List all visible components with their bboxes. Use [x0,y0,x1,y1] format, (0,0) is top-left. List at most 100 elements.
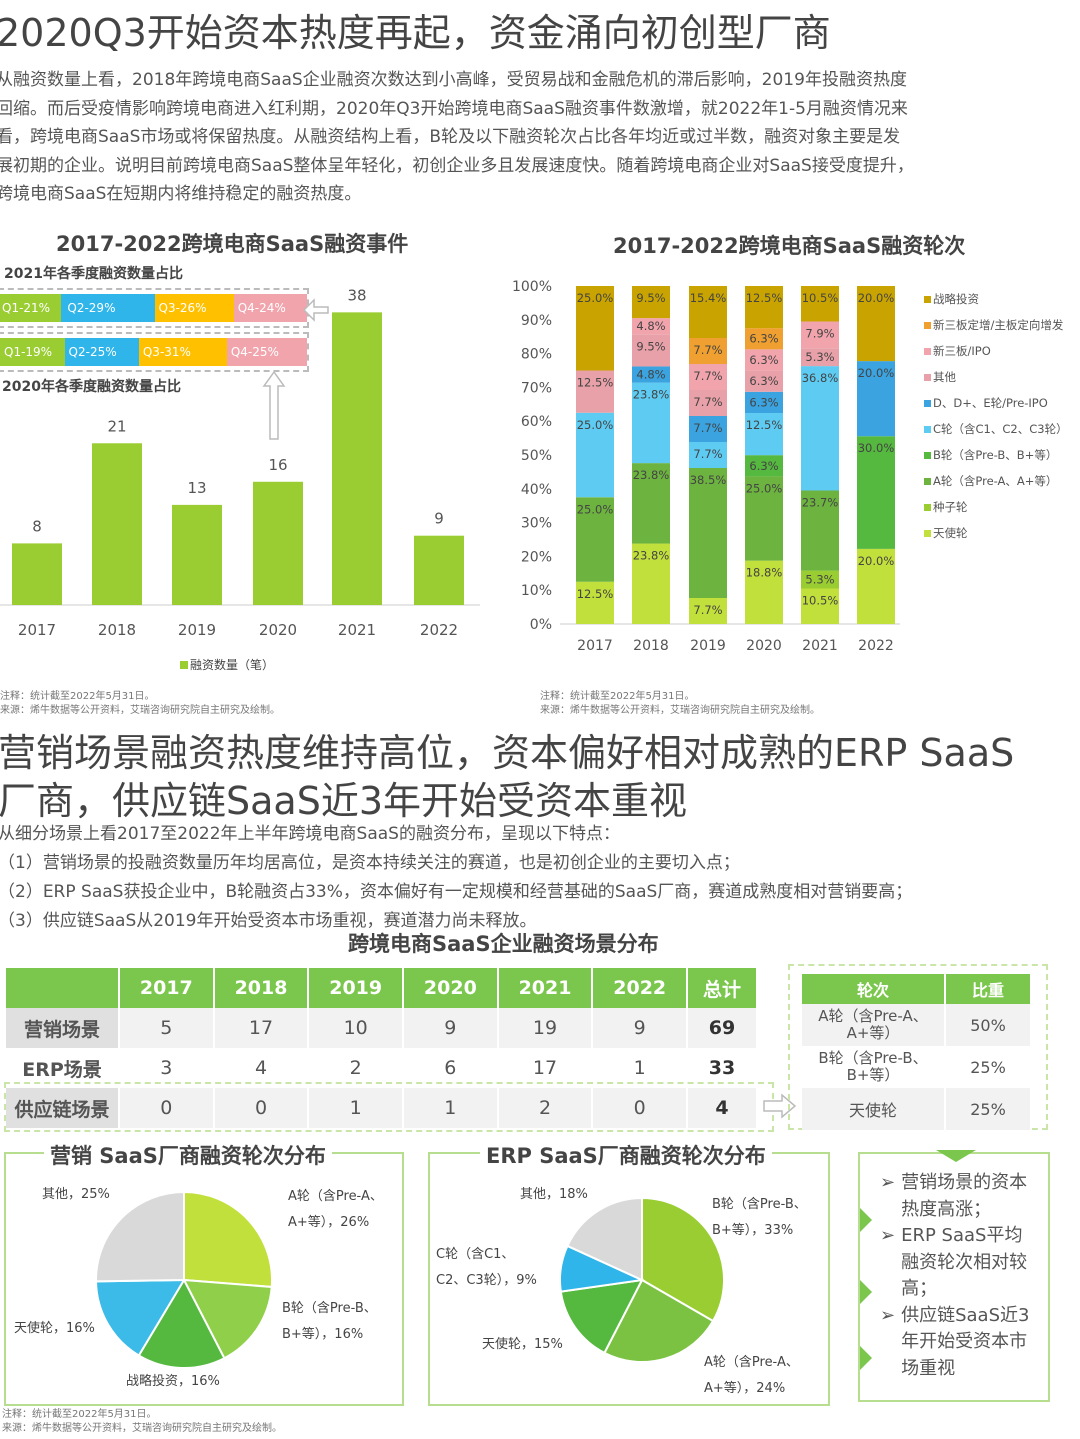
segment-label: 10.5% [802,594,839,608]
legend-label: 种子轮 [933,500,968,514]
stacked-segment [576,497,614,582]
segment-label: 10.5% [802,291,839,305]
legend-label: 新三板/IPO [933,344,991,358]
cell: 1 [308,1088,405,1128]
row-header: 营销场景 [6,1008,120,1048]
col-header: 2021 [497,968,594,1008]
stacked-segment [576,370,614,413]
q2020-q1: Q1-19% [0,338,65,366]
col-header: 轮次 [802,974,946,1004]
segment-label: 12.5% [746,418,783,432]
stacked-segment [745,560,783,624]
section2-title-line2: 厂商，供应链SaaS近3年开始受资本重视 [0,779,687,823]
supply-row-highlight [4,1082,774,1132]
legend-label: A轮（含Pre-A、A+等） [933,474,1058,488]
stacked-segment [745,413,783,456]
segment-label: 9.5% [636,339,665,353]
legend-item: 种子轮 [924,500,1074,514]
segment-label: 25.0% [577,502,614,516]
stacked-segment [632,318,670,335]
total-cell: 33 [687,1048,758,1088]
segment-label: 6.3% [749,374,778,388]
segment-label: 20.0% [858,366,895,380]
slice-label: B轮（含Pre-B、 B+等），16% [282,1300,377,1342]
legend-label: C轮（含C1、C2、C3轮） [933,422,1068,436]
segment-label: 12.5% [577,376,614,390]
chevron-right-icons [860,1208,872,1370]
segment-label: 15.4% [690,291,727,305]
chart2-source: 来源：烯牛数据等公开资料，艾瑞咨询研究院自主研究及绘制。 [540,705,820,716]
segment-label: 20.0% [858,554,895,568]
chart2-title: 2017-2022跨境电商SaaS融资轮次 [613,234,966,258]
stacked-segment [745,370,783,392]
list-item: ➢ ERP SaaS平均融资轮次相对较高； [880,1223,1040,1303]
slice-label: B轮（含Pre-B、 B+等），33% [712,1196,807,1238]
stacked-segment [689,442,727,468]
chevron-down-icon [936,1150,976,1162]
y-tick-label: 0% [530,617,552,633]
stacked-segment [801,490,839,571]
cell: 3 [119,1048,215,1088]
stacked-segment [689,416,727,442]
data-label: 38 [347,286,366,304]
slice-label: C轮（含C1、 C2、C3轮），9% [436,1246,537,1288]
pie-slice [95,1190,185,1283]
pie-slice [183,1190,273,1289]
cell: A轮（含Pre-A、A+等） [802,1004,946,1046]
q2021-box: Q1-21% Q2-29% Q3-26% Q4-24% [0,288,309,328]
slice-label: A轮（含Pre-A、 A+等），26% [288,1188,383,1230]
cell: 50% [945,1004,1032,1046]
row-header: ERP场景 [6,1048,120,1088]
chart2-legend: 战略投资 新三板定增/主板定向增发 新三板/IPO 其他 D、D+、E轮/Pre-IPO… [924,292,1074,540]
para-line: 展初期的企业。说明目前跨境电商SaaS整体呈年轻化，初创企业多且发展速度快。随着… [0,155,914,176]
legend-swatch [924,426,931,433]
stacked-segment [632,366,670,383]
legend-swatch [924,374,931,381]
x-tick-label: 2020 [259,621,297,639]
stacked-segment [632,382,670,464]
segment-label: 18.8% [746,566,783,580]
stacked-segment [745,349,783,371]
x-tick-label: 2017 [18,621,56,639]
y-tick-label: 80% [521,347,552,363]
stacked-segment [801,588,839,624]
stacked-segment [745,328,783,350]
list-item: ➢ 供应链SaaS近3年开始受资本市场重视 [880,1303,1040,1383]
segment-label: 38.5% [690,473,727,487]
legend-swatch [924,322,931,329]
segment-label: 12.5% [746,291,783,305]
scene-distribution-table: 2017 2018 2019 2020 2021 2022 总计 营销场景 5 … [6,968,758,1128]
legend-label: 其他 [933,370,956,384]
supply-round-table: 轮次 比重 A轮（含Pre-A、A+等） 50% B轮（含Pre-B、B+等） … [802,974,1032,1130]
q2021-q1: Q1-21% [0,294,62,322]
chart2-note: 注释：统计截至2022年5月31日。 [540,691,695,702]
point-line: （1）营销场景的投融资数量历年均居高位，是资本持续关注的赛道，也是初创企业的主要… [0,853,740,873]
slice-label: 战略投资，16% [126,1373,220,1389]
section2-source: 来源：烯牛数据等公开资料，艾瑞咨询研究院自主研究及绘制。 [2,1423,282,1434]
legend-swatch [924,504,931,511]
stacked-segment [576,412,614,498]
erp-rounds-pie: B轮（含Pre-B、 B+等），33% A轮（含Pre-A、 A+等），24% 天使轮，… [436,1187,807,1396]
para-line: 回缩。而后受疫情影响跨境电商进入红利期，2020年Q3开始跨境电商SaaS融资事… [0,98,908,119]
cell: 2 [497,1088,594,1128]
data-label: 16 [268,456,287,474]
stacked-segment [576,286,614,371]
stacked-segment [632,334,670,367]
cell: 9 [403,1008,499,1048]
x-tick-label: 2019 [690,638,726,654]
segment-label: 5.3% [805,350,834,364]
data-label: 21 [107,417,126,435]
q2020-q2: Q2-25% [64,338,139,366]
col-header: 2017 [119,968,215,1008]
q2021-q2: Q2-29% [61,294,155,322]
pie-slice [641,1196,725,1323]
legend-label: 天使轮 [933,526,968,540]
segment-label: 12.5% [577,587,614,601]
y-tick-label: 20% [521,549,552,565]
segment-label: 5.3% [805,573,834,587]
q2020-title: 2020年各季度融资数量占比 [2,379,181,395]
col-header: 总计 [687,968,758,1008]
y-tick-label: 50% [521,448,552,464]
stacked-segment [745,286,783,329]
section2-title-line1: 营销场景融资热度维持高位，资本偏好相对成熟的ERP SaaS [0,731,1015,775]
